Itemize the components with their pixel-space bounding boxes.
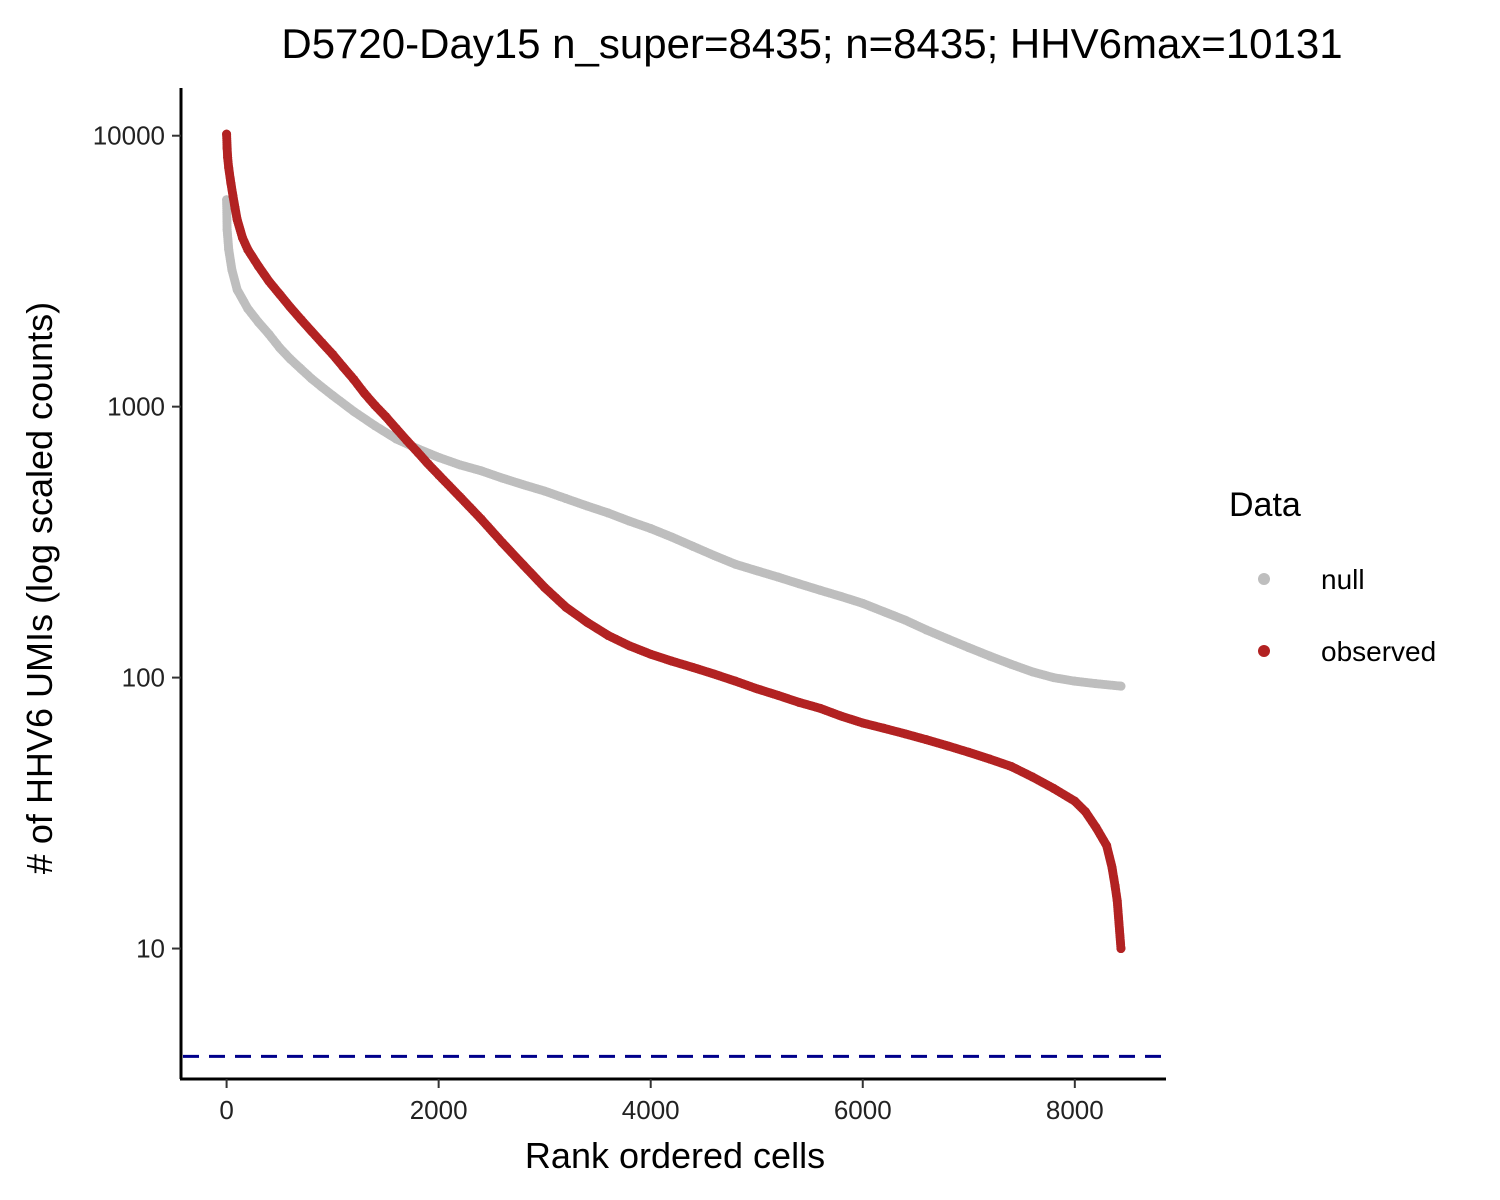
y-tick-label: 100: [122, 663, 165, 693]
x-tick-label: 8000: [1046, 1095, 1104, 1125]
x-tick-label: 6000: [834, 1095, 892, 1125]
y-tick-label: 10: [136, 934, 165, 964]
legend-observed-marker: [1258, 645, 1270, 657]
legend-observed-label: observed: [1321, 636, 1436, 667]
y-axis-ticks: 10 100 1000 10000: [93, 121, 181, 964]
chart-title: D5720-Day15 n_super=8435; n=8435; HHV6ma…: [281, 20, 1342, 67]
legend-null-marker: [1258, 573, 1270, 585]
y-tick-label: 10000: [93, 121, 165, 151]
x-axis-label: Rank ordered cells: [525, 1135, 825, 1176]
x-tick-label: 0: [219, 1095, 233, 1125]
legend-null-label: null: [1321, 564, 1365, 595]
x-tick-label: 4000: [622, 1095, 680, 1125]
series-null: [222, 195, 1126, 691]
cell-dot-null: [1116, 681, 1126, 691]
series-observed: [222, 129, 1126, 954]
plot-area: [183, 129, 1166, 1058]
y-axis-label: # of HHV6 UMIs (log scaled counts): [19, 302, 60, 874]
legend-title: Data: [1229, 486, 1301, 524]
y-tick-label: 1000: [107, 392, 165, 422]
x-tick-label: 2000: [410, 1095, 468, 1125]
cell-dot-observed: [1116, 944, 1126, 954]
legend: Data null observed: [1229, 486, 1436, 667]
x-axis-ticks: 0 2000 4000 6000 8000: [219, 1079, 1104, 1125]
